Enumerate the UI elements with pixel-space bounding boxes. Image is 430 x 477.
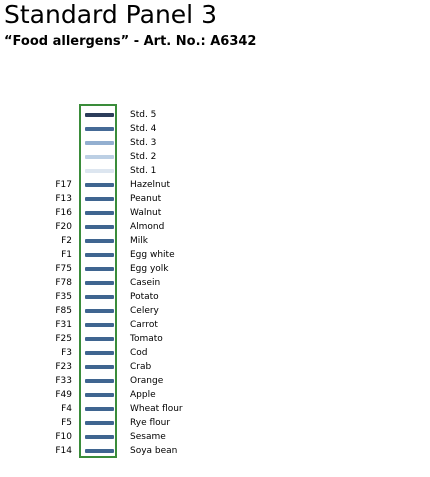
allergen-code: F20 xyxy=(55,222,72,232)
allergen-code: F85 xyxy=(55,306,72,316)
strip-band xyxy=(85,183,114,187)
allergen-code: F4 xyxy=(61,404,72,414)
list-item: F14 Soya bean xyxy=(0,444,430,458)
list-item: Std. 4 xyxy=(0,122,430,136)
list-item: F25 Tomato xyxy=(0,332,430,346)
allergen-code: F16 xyxy=(55,208,72,218)
allergen-code: F33 xyxy=(55,376,72,386)
list-item: Std. 5 xyxy=(0,108,430,122)
list-item: Std. 3 xyxy=(0,136,430,150)
allergen-code: F49 xyxy=(55,390,72,400)
list-item: F31 Carrot xyxy=(0,318,430,332)
list-item: F13 Peanut xyxy=(0,192,430,206)
allergen-code: F23 xyxy=(55,362,72,372)
strip-band xyxy=(85,351,114,355)
allergen-label: Peanut xyxy=(130,194,162,204)
allergen-code: F25 xyxy=(55,334,72,344)
list-item: F2 Milk xyxy=(0,234,430,248)
allergen-label: Sesame xyxy=(130,432,166,442)
list-item: F75 Egg yolk xyxy=(0,262,430,276)
page-title: Standard Panel 3 xyxy=(4,0,217,29)
list-item: F35 Potato xyxy=(0,290,430,304)
list-item: Std. 1 xyxy=(0,164,430,178)
allergen-label: Orange xyxy=(130,376,164,386)
allergen-label: Egg yolk xyxy=(130,264,169,274)
list-item: F49 Apple xyxy=(0,388,430,402)
strip-band xyxy=(85,225,114,229)
allergen-code: F10 xyxy=(55,432,72,442)
strip-band xyxy=(85,267,114,271)
allergen-code: F2 xyxy=(61,236,72,246)
allergen-code: F3 xyxy=(61,348,72,358)
strip-band xyxy=(85,281,114,285)
strip-band xyxy=(85,449,114,453)
list-item: F16 Walnut xyxy=(0,206,430,220)
allergen-label: Potato xyxy=(130,292,159,302)
strip-band xyxy=(85,197,114,201)
strip-band xyxy=(85,155,114,159)
allergen-label: Almond xyxy=(130,222,165,232)
list-item: F17 Hazelnut xyxy=(0,178,430,192)
allergen-code: F1 xyxy=(61,250,72,260)
allergen-label: Tomato xyxy=(130,334,163,344)
allergen-label: Crab xyxy=(130,362,152,372)
list-item: F33 Orange xyxy=(0,374,430,388)
strip-band xyxy=(85,127,114,131)
allergen-label: Hazelnut xyxy=(130,180,170,190)
list-item: F3 Cod xyxy=(0,346,430,360)
allergen-label: Carrot xyxy=(130,320,158,330)
allergen-label: Std. 2 xyxy=(130,152,157,162)
allergen-code: F78 xyxy=(55,278,72,288)
allergen-code: F17 xyxy=(55,180,72,190)
list-item: F10 Sesame xyxy=(0,430,430,444)
strip-band xyxy=(85,407,114,411)
list-item: F78 Casein xyxy=(0,276,430,290)
strip-band xyxy=(85,337,114,341)
strip-band xyxy=(85,253,114,257)
list-item: F20 Almond xyxy=(0,220,430,234)
strip-band xyxy=(85,421,114,425)
strip-band xyxy=(85,323,114,327)
allergen-label: Rye flour xyxy=(130,418,171,428)
allergen-label: Soya bean xyxy=(130,446,178,456)
strip-band xyxy=(85,113,114,117)
list-item: F5 Rye flour xyxy=(0,416,430,430)
strip-band xyxy=(85,169,114,173)
strip-band xyxy=(85,393,114,397)
strip-band xyxy=(85,309,114,313)
page-subtitle: “Food allergens” - Art. No.: A6342 xyxy=(4,34,257,49)
allergen-code: F5 xyxy=(61,418,72,428)
allergen-label: Apple xyxy=(130,390,156,400)
list-item: F23 Crab xyxy=(0,360,430,374)
strip-band xyxy=(85,141,114,145)
list-item: F1 Egg white xyxy=(0,248,430,262)
allergen-label: Cod xyxy=(130,348,148,358)
allergen-label: Std. 1 xyxy=(130,166,157,176)
allergen-label: Walnut xyxy=(130,208,162,218)
allergen-label: Std. 4 xyxy=(130,124,157,134)
strip-band xyxy=(85,379,114,383)
allergen-label: Celery xyxy=(130,306,159,316)
allergen-label: Casein xyxy=(130,278,161,288)
list-item: Std. 2 xyxy=(0,150,430,164)
allergen-label: Egg white xyxy=(130,250,175,260)
allergen-code: F31 xyxy=(55,320,72,330)
allergen-code: F75 xyxy=(55,264,72,274)
strip-band xyxy=(85,239,114,243)
list-item: F85 Celery xyxy=(0,304,430,318)
strip-band xyxy=(85,295,114,299)
list-item: F4 Wheat flour xyxy=(0,402,430,416)
allergen-label: Std. 3 xyxy=(130,138,157,148)
strip-band xyxy=(85,211,114,215)
strip-band xyxy=(85,435,114,439)
allergen-label: Milk xyxy=(130,236,148,246)
allergen-code: F35 xyxy=(55,292,72,302)
allergen-code: F13 xyxy=(55,194,72,204)
strip-band xyxy=(85,365,114,369)
allergen-code: F14 xyxy=(55,446,72,456)
allergen-label: Wheat flour xyxy=(130,404,183,414)
allergen-label: Std. 5 xyxy=(130,110,157,120)
